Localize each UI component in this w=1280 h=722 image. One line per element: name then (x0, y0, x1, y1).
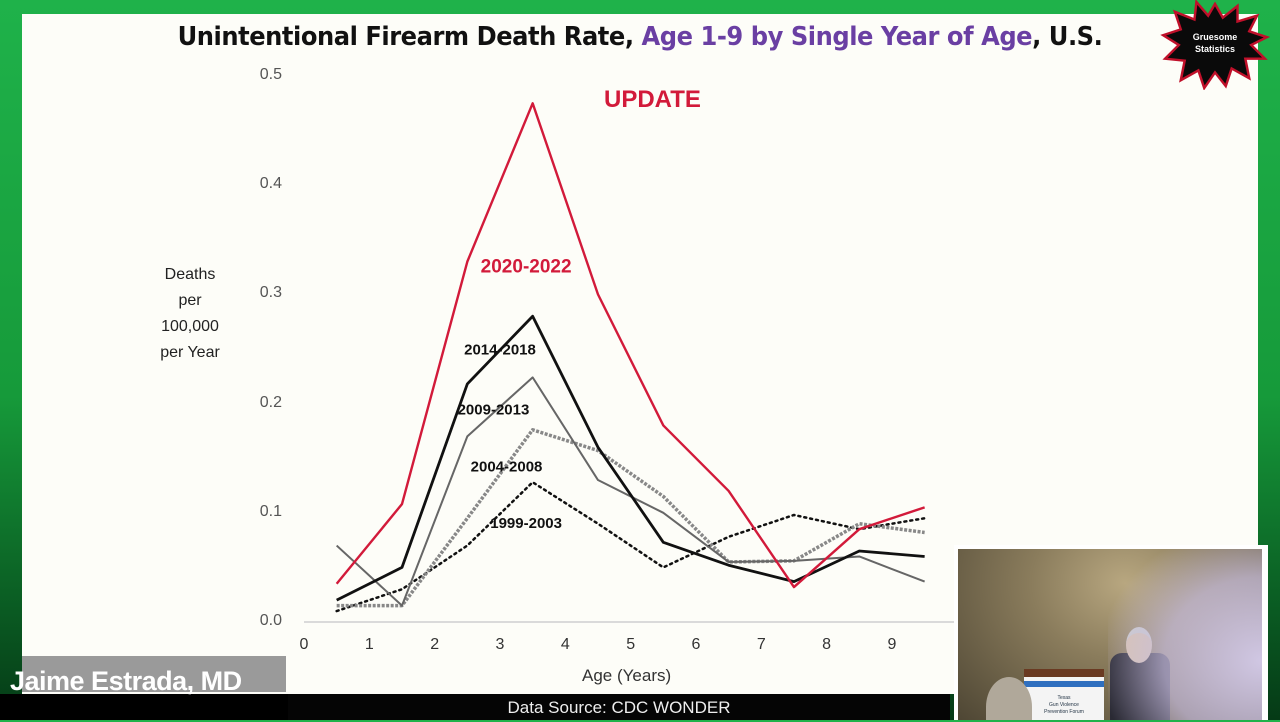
name-lower-third-bg (22, 656, 286, 692)
x-tick-label: 1 (364, 636, 374, 653)
x-tick-label: 2 (430, 636, 440, 653)
data-source-bar: Data Source: CDC WONDER (288, 694, 950, 720)
series-label: 2014-2018 (464, 341, 536, 358)
title-main: Unintentional Firearm Death Rate, (177, 22, 642, 52)
x-tick-label: 0 (299, 636, 309, 653)
badge-line: Statistics (1194, 44, 1236, 54)
y-tick-label: 0.0 (259, 612, 282, 629)
series-line-1999-2003 (335, 480, 926, 613)
y-tick-label: 0.1 (259, 502, 282, 520)
x-tick-label: 6 (691, 636, 701, 653)
series-line-2009-2013 (335, 376, 925, 607)
gruesome-statistics-badge-icon (1160, 0, 1270, 90)
y-axis-label-line: per Year (160, 344, 220, 361)
lower-bar (0, 694, 290, 720)
y-axis-label-line: per (178, 292, 202, 309)
y-tick-label: 0.5 (259, 66, 282, 83)
x-tick-label: 7 (756, 636, 766, 653)
podium-sign: Texas Gun Violence Prevention Forum (1024, 695, 1104, 716)
slide: Unintentional Firearm Death Rate, Age 1-… (22, 14, 1258, 694)
podium-stripe (1024, 681, 1104, 687)
podium-text-line: Gun Violence (1049, 702, 1079, 708)
badge-line: Gruesome (1192, 32, 1238, 42)
y-axis-label: Deaths per 100,000 per Year (150, 262, 230, 366)
x-tick-label: 3 (495, 636, 505, 653)
series-label: 2009-2013 (458, 402, 530, 419)
podium: Texas Gun Violence Prevention Forum (1024, 669, 1104, 720)
series-label: 2004-2008 (471, 458, 543, 475)
title-highlight: Age 1-9 by Single Year of Age (641, 22, 1033, 52)
series-label: 2020-2022 (481, 257, 572, 278)
y-axis-label-line: Deaths (164, 266, 216, 283)
x-tick-label: 8 (822, 636, 832, 653)
x-tick-label: 5 (626, 636, 636, 653)
series-line-2004-2008 (336, 428, 925, 608)
series-label: 1999-2003 (490, 515, 562, 532)
x-tick-label: 4 (560, 636, 570, 653)
series-line-2014-2018 (336, 314, 925, 602)
series-line-2020-2022 (335, 102, 926, 589)
chart-title: Unintentional Firearm Death Rate, Age 1-… (65, 22, 1214, 52)
y-tick-label: 0.2 (259, 393, 282, 411)
x-axis-label: Age (Years) (582, 666, 672, 685)
y-axis-label-line: 100,000 (161, 318, 219, 335)
badge-text: Gruesome Statistics (1160, 31, 1270, 55)
speaker-video-inset: Texas Gun Violence Prevention Forum (954, 545, 1268, 720)
video-frame: Texas Gun Violence Prevention Forum (958, 549, 1262, 720)
title-suffix: , U.S. (1032, 22, 1103, 52)
lens-haze (1108, 549, 1262, 720)
presenter-name: Jaime Estrada, MD (10, 666, 242, 696)
podium-text-line: Prevention Forum (1044, 709, 1084, 715)
audience-member (986, 677, 1032, 720)
y-tick-label: 0.4 (259, 175, 282, 193)
podium-text-line: Texas (1057, 695, 1071, 701)
update-label: UPDATE (604, 86, 701, 113)
y-tick-label: 0.3 (259, 284, 282, 302)
x-tick-label: 9 (887, 636, 897, 653)
